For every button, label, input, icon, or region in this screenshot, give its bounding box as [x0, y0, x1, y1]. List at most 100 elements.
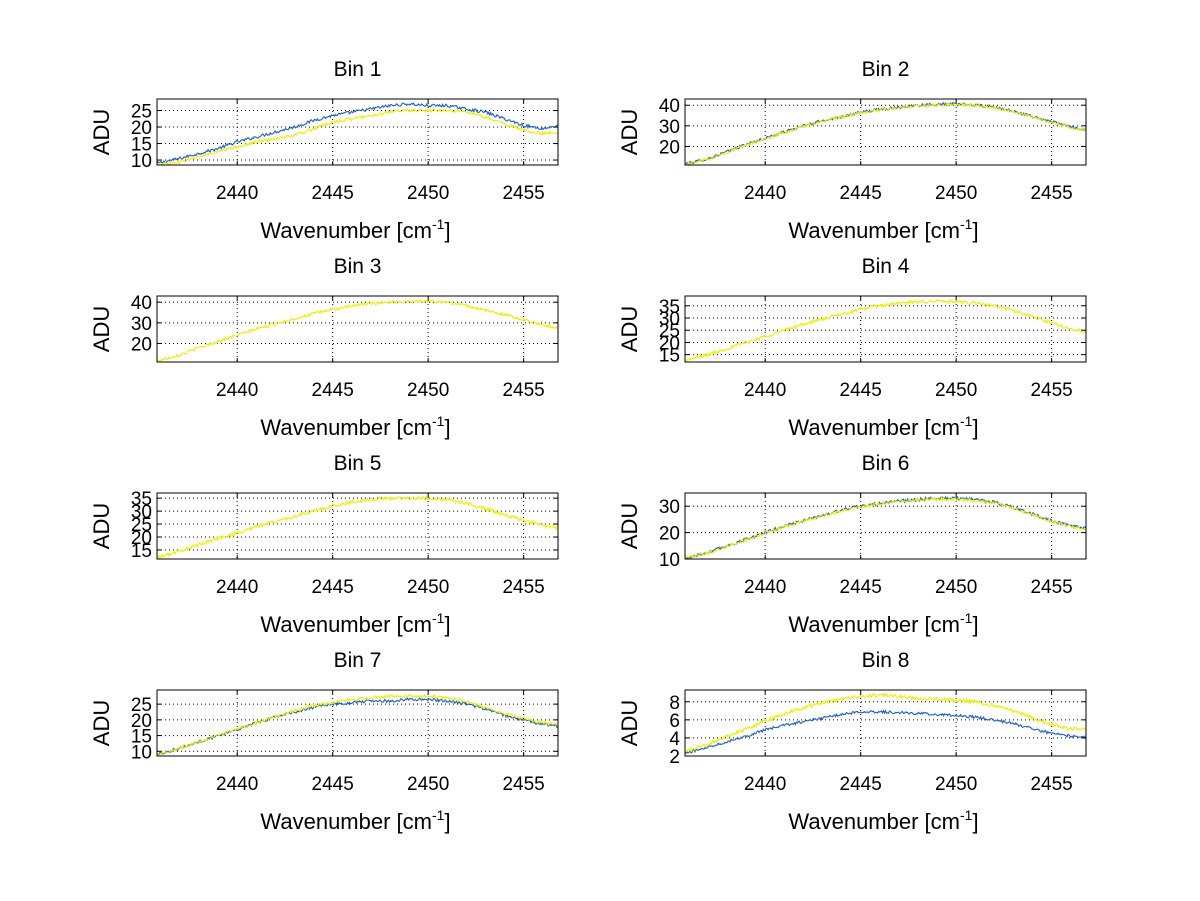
y-tick-label: 10: [131, 742, 152, 763]
x-axis-label: Wavenumber [cm-1]: [260, 413, 450, 440]
series-line-yellow: [157, 494, 558, 559]
x-axis-label-end: ]: [972, 415, 978, 440]
x-tick-label: 2445: [312, 380, 354, 401]
x-axis-label-superscript: -1: [432, 413, 445, 429]
y-tick-label: 10: [659, 550, 680, 571]
y-axis-label: ADU: [89, 700, 114, 746]
y-tick-label: 15: [659, 346, 680, 367]
x-axis-label-end: ]: [972, 612, 978, 637]
y-tick-label: 20: [659, 524, 680, 545]
y-tick-label: 30: [659, 497, 680, 518]
y-tick-label: 30: [131, 502, 152, 523]
subplot-title: Bin 8: [862, 649, 910, 672]
y-axis-label: ADU: [617, 700, 642, 746]
x-tick-label: 2455: [502, 774, 544, 795]
y-tick-label: 30: [659, 309, 680, 330]
x-axis-label-superscript: -1: [960, 413, 973, 429]
y-axis-label: ADU: [617, 503, 642, 549]
x-axis-label: Wavenumber [cm-1]: [788, 807, 978, 834]
x-tick-label: 2440: [744, 774, 786, 795]
x-axis-label: Wavenumber [cm-1]: [260, 807, 450, 834]
x-tick-label: 2450: [407, 380, 449, 401]
y-tick-label: 20: [131, 118, 152, 139]
axes-box: [684, 689, 1087, 757]
x-tick-label: 2450: [935, 380, 977, 401]
subplot-title: Bin 7: [334, 649, 382, 672]
y-tick-label: 30: [659, 117, 680, 138]
axes-box: [684, 492, 1087, 560]
axes-box: [684, 98, 1087, 166]
x-tick-label: 2450: [935, 774, 977, 795]
x-axis-label-main: Wavenumber [cm: [788, 415, 960, 440]
x-tick-label: 2450: [935, 577, 977, 598]
x-tick-label: 2440: [744, 380, 786, 401]
x-axis-label-main: Wavenumber [cm: [788, 809, 960, 834]
y-tick-label: 15: [131, 541, 152, 562]
x-axis-label-superscript: -1: [432, 216, 445, 232]
y-tick-label: 25: [131, 515, 152, 536]
subplot-title: Bin 2: [862, 58, 910, 81]
x-axis-label-main: Wavenumber [cm: [260, 809, 432, 834]
y-axis-label: ADU: [617, 306, 642, 352]
y-tick-label: 30: [131, 314, 152, 335]
x-axis-label-superscript: -1: [432, 807, 445, 823]
subplot-title: Bin 4: [862, 255, 910, 278]
x-tick-label: 2455: [1030, 577, 1072, 598]
axes-box: [156, 492, 559, 560]
x-axis-label: Wavenumber [cm-1]: [260, 216, 450, 243]
y-tick-label: 10: [131, 151, 152, 172]
y-tick-label: 20: [659, 333, 680, 354]
series-line-yellow: [685, 692, 1086, 753]
series-line-blue: [157, 697, 558, 756]
x-tick-label: 2445: [840, 577, 882, 598]
x-axis-label-end: ]: [444, 612, 450, 637]
y-tick-label: 6: [669, 711, 680, 732]
x-tick-label: 2450: [935, 183, 977, 204]
axes-box: [156, 295, 559, 363]
x-tick-label: 2445: [840, 380, 882, 401]
y-tick-label: 20: [659, 137, 680, 158]
x-axis-label: Wavenumber [cm-1]: [788, 610, 978, 637]
y-tick-label: 20: [131, 528, 152, 549]
x-tick-label: 2445: [312, 577, 354, 598]
y-tick-label: 20: [131, 711, 152, 732]
x-axis-label-end: ]: [972, 809, 978, 834]
x-axis-label-end: ]: [444, 415, 450, 440]
y-axis-label: ADU: [617, 109, 642, 155]
x-tick-label: 2455: [1030, 774, 1072, 795]
y-tick-label: 8: [669, 693, 680, 714]
series-line-yellow: [685, 298, 1086, 362]
series-line-blue: [157, 102, 558, 164]
series-group: [685, 692, 1086, 754]
x-axis-label-main: Wavenumber [cm: [260, 218, 432, 243]
y-tick-label: 4: [669, 729, 680, 750]
series-line-blue: [685, 101, 1086, 165]
x-tick-label: 2445: [312, 183, 354, 204]
y-tick-label: 15: [131, 727, 152, 748]
x-tick-label: 2450: [407, 183, 449, 204]
x-axis-label-end: ]: [444, 809, 450, 834]
series-line-blue: [685, 495, 1086, 559]
series-group: [157, 102, 558, 165]
series-line-blue: [685, 709, 1086, 754]
y-axis-label: ADU: [89, 503, 114, 549]
x-axis-label-end: ]: [972, 218, 978, 243]
x-tick-label: 2440: [216, 577, 258, 598]
y-tick-label: 40: [659, 96, 680, 117]
x-tick-label: 2440: [216, 774, 258, 795]
subplot-title: Bin 5: [334, 452, 382, 475]
x-axis-label-main: Wavenumber [cm: [788, 218, 960, 243]
series-group: [685, 101, 1086, 165]
x-tick-label: 2455: [1030, 380, 1072, 401]
x-axis-label-main: Wavenumber [cm: [260, 415, 432, 440]
x-tick-label: 2440: [216, 183, 258, 204]
series-line-yellow: [157, 107, 558, 165]
x-tick-label: 2450: [407, 577, 449, 598]
